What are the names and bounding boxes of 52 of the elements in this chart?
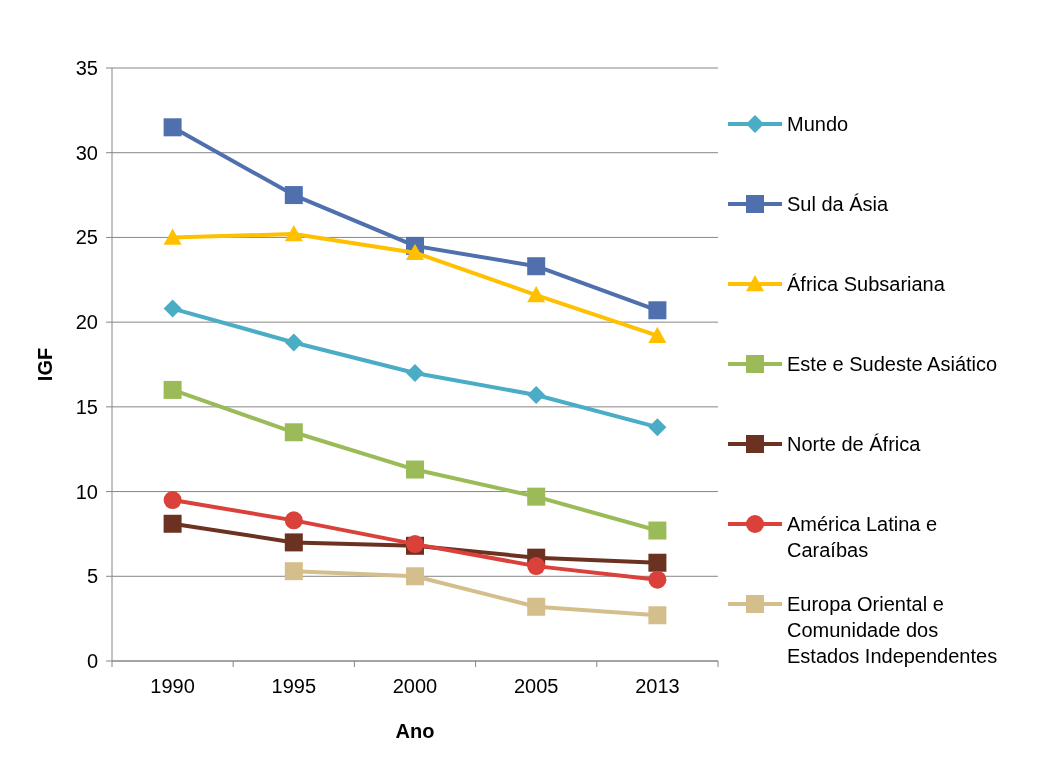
x-tick-label: 1990 <box>150 675 195 697</box>
point <box>406 460 424 479</box>
point <box>648 606 667 625</box>
point <box>648 418 667 437</box>
x-tick-label: 2013 <box>635 675 680 697</box>
point <box>284 333 303 352</box>
point <box>163 228 182 245</box>
point <box>648 570 667 589</box>
point <box>527 597 546 616</box>
point <box>648 301 667 320</box>
point <box>284 562 303 581</box>
point <box>284 186 303 205</box>
point <box>163 380 182 399</box>
y-tick-label: 25 <box>75 226 98 249</box>
point <box>284 533 303 552</box>
point <box>527 557 546 576</box>
y-tick-label: 0 <box>86 650 98 672</box>
point <box>163 491 182 510</box>
y-axis-title: IGF <box>34 347 56 382</box>
legend-label: Sul da Ásia <box>787 193 890 215</box>
point <box>284 423 303 442</box>
legend-label: Norte de África <box>787 433 922 455</box>
point <box>648 326 667 343</box>
point <box>406 567 424 586</box>
y-tick-label: 5 <box>86 565 98 588</box>
legend-label: Mundo <box>787 113 849 135</box>
y-tick-label: 20 <box>75 311 98 334</box>
point <box>527 487 546 506</box>
x-tick-label: 2000 <box>392 675 438 697</box>
point <box>163 118 182 137</box>
legend-label: África Subsariana <box>787 273 946 295</box>
legend-label: Este e Sudeste Asiático <box>787 353 998 375</box>
point <box>648 521 667 540</box>
x-tick-label: 1995 <box>271 675 317 697</box>
legend-label: Europa Oriental e Comunidade dos Estados Independentes <box>787 593 998 667</box>
y-tick-label: 35 <box>75 57 98 79</box>
point <box>284 225 303 242</box>
x-tick-label: 2005 <box>513 675 559 697</box>
point <box>527 257 546 276</box>
point <box>163 514 182 533</box>
point <box>527 386 546 404</box>
x-axis-title: Ano <box>395 720 435 742</box>
point <box>527 286 546 303</box>
point <box>163 299 182 318</box>
y-tick-label: 15 <box>75 395 98 418</box>
point <box>406 363 424 382</box>
legend-label: América Latina e Caraíbas <box>787 513 938 561</box>
point <box>284 511 303 530</box>
point <box>406 243 424 260</box>
y-tick-label: 30 <box>75 141 98 164</box>
point <box>648 553 667 572</box>
y-tick-label: 10 <box>75 480 98 503</box>
